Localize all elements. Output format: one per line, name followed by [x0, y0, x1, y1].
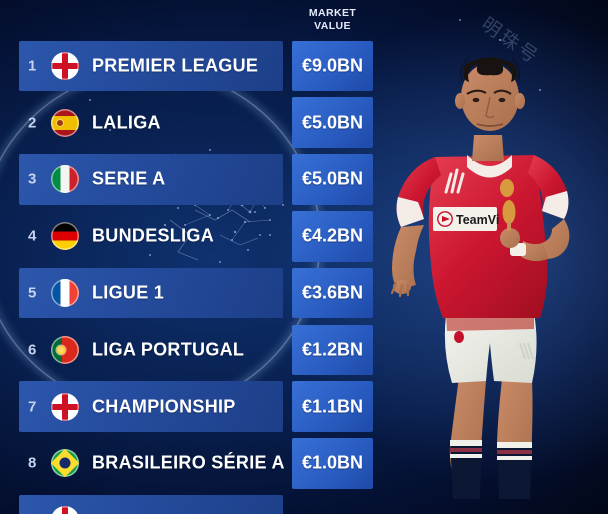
svg-text:TeamVi: TeamVi [456, 213, 499, 227]
